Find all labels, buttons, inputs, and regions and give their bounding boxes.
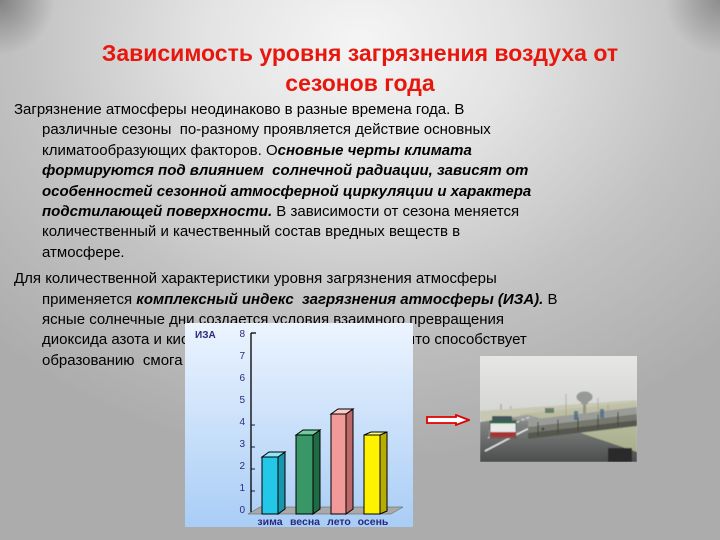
svg-text:8: 8 <box>239 329 245 340</box>
svg-text:3: 3 <box>239 439 245 450</box>
svg-text:2: 2 <box>239 461 245 472</box>
svg-text:осень: осень <box>358 516 389 527</box>
svg-text:лето: лето <box>327 516 351 527</box>
svg-text:0: 0 <box>239 505 245 516</box>
svg-text:ИЗА: ИЗА <box>195 330 216 341</box>
svg-text:7: 7 <box>239 351 245 362</box>
svg-text:5: 5 <box>239 395 245 406</box>
svg-text:весна: весна <box>290 516 320 527</box>
svg-text:1: 1 <box>239 483 245 494</box>
svg-text:4: 4 <box>239 417 245 428</box>
svg-text:6: 6 <box>239 373 245 384</box>
svg-text:зима: зима <box>257 516 282 527</box>
